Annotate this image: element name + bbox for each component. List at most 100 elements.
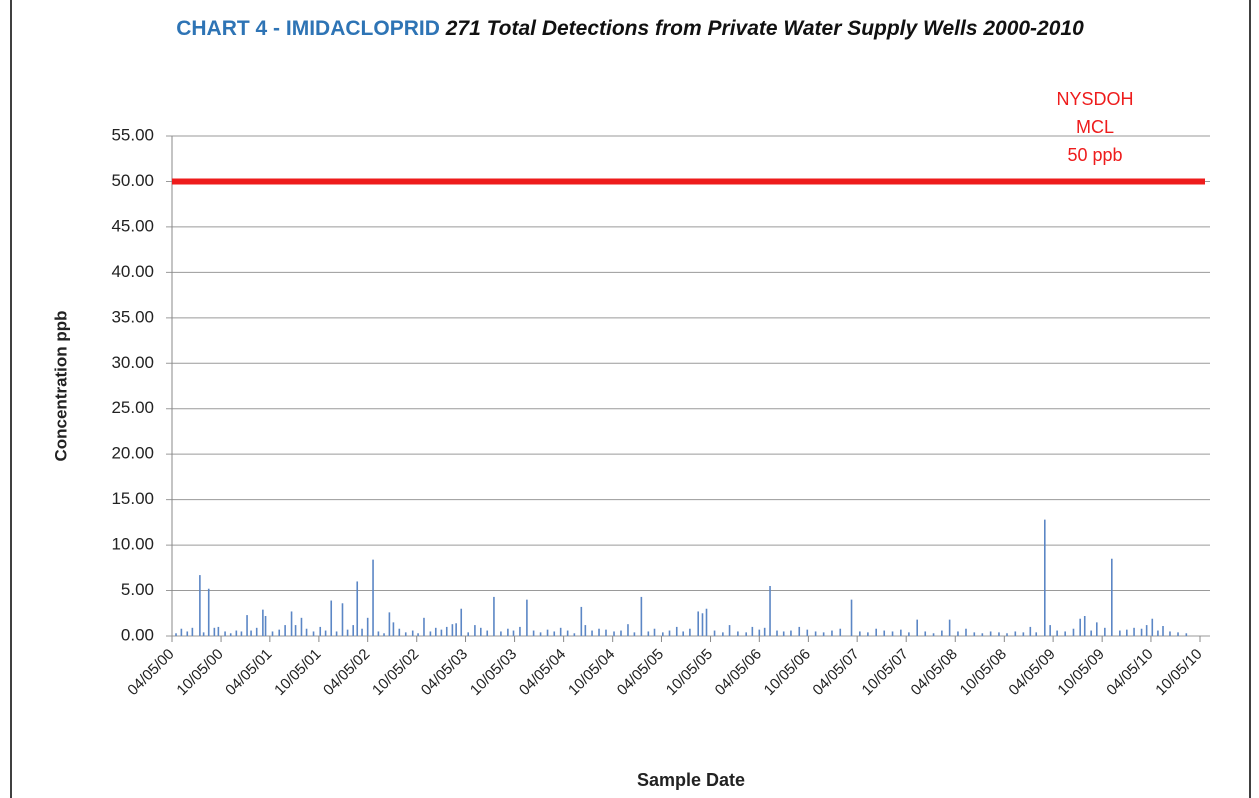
bar bbox=[763, 627, 766, 636]
bar bbox=[352, 625, 355, 636]
bar bbox=[653, 628, 656, 636]
bar bbox=[417, 633, 419, 636]
bar bbox=[262, 609, 264, 636]
bar bbox=[440, 629, 443, 636]
bar bbox=[728, 625, 731, 636]
x-tick-label: 04/05/04 bbox=[516, 646, 569, 699]
bar bbox=[965, 628, 967, 636]
bar bbox=[330, 600, 333, 636]
bar bbox=[806, 629, 809, 636]
bar bbox=[633, 632, 636, 636]
bar bbox=[1056, 630, 1058, 636]
x-tick-label: 04/05/09 bbox=[1005, 646, 1058, 699]
bar bbox=[175, 633, 177, 636]
bar bbox=[284, 625, 286, 636]
bar bbox=[1126, 629, 1128, 636]
bar bbox=[1095, 622, 1098, 636]
bar bbox=[1029, 626, 1032, 636]
bar bbox=[224, 631, 226, 636]
bar bbox=[341, 603, 344, 636]
bar bbox=[460, 608, 463, 636]
bar bbox=[875, 628, 877, 636]
bar bbox=[1022, 632, 1025, 636]
bar bbox=[553, 631, 556, 636]
bar bbox=[217, 626, 220, 636]
bar bbox=[429, 631, 432, 636]
y-tick-label: 25.00 bbox=[111, 398, 154, 417]
reference-label: NYSDOH bbox=[1056, 89, 1133, 109]
bar bbox=[213, 627, 216, 636]
bar bbox=[1043, 519, 1046, 636]
bar bbox=[850, 599, 853, 636]
bar bbox=[480, 627, 482, 636]
bar bbox=[640, 596, 643, 636]
bar bbox=[229, 633, 232, 636]
x-tick-label: 10/05/07 bbox=[859, 646, 912, 699]
bar bbox=[383, 633, 385, 636]
x-tick-label: 10/05/01 bbox=[271, 646, 324, 699]
bar bbox=[662, 632, 664, 636]
bar bbox=[445, 626, 448, 636]
bar bbox=[900, 629, 902, 636]
bar bbox=[573, 633, 576, 636]
y-tick-label: 30.00 bbox=[111, 353, 154, 372]
bar bbox=[705, 608, 708, 636]
bar bbox=[486, 630, 489, 636]
bar bbox=[434, 627, 437, 636]
bar bbox=[591, 630, 593, 636]
bar bbox=[981, 633, 984, 636]
title-block: CHART 4 - IMIDACLOPRID 271 Total Detecti… bbox=[105, 8, 1155, 50]
bar bbox=[584, 625, 587, 636]
bar bbox=[751, 626, 754, 636]
bar bbox=[566, 630, 569, 636]
bar bbox=[598, 628, 600, 636]
bar bbox=[559, 627, 562, 636]
bar bbox=[467, 632, 470, 636]
bar bbox=[1083, 616, 1086, 636]
x-tick-label: 10/05/10 bbox=[1152, 646, 1205, 699]
x-tick-label: 04/05/06 bbox=[712, 646, 765, 699]
bar bbox=[507, 628, 509, 636]
bar bbox=[1177, 632, 1179, 636]
bar bbox=[1090, 630, 1092, 636]
bar bbox=[908, 632, 910, 636]
bar bbox=[998, 632, 1000, 636]
y-axis-label: Concentration ppb bbox=[51, 310, 70, 461]
bar bbox=[1049, 625, 1051, 636]
bar bbox=[697, 611, 699, 636]
x-tick-label: 04/05/10 bbox=[1103, 646, 1156, 699]
bar bbox=[300, 617, 303, 636]
bar bbox=[948, 619, 951, 636]
bar bbox=[883, 630, 886, 636]
bar bbox=[546, 629, 549, 636]
bar bbox=[620, 630, 622, 636]
bar bbox=[319, 626, 322, 636]
bar bbox=[1079, 618, 1081, 636]
bar bbox=[512, 630, 515, 636]
bar bbox=[1145, 625, 1148, 636]
bar bbox=[372, 559, 374, 636]
bar bbox=[346, 629, 349, 636]
reference-label: MCL bbox=[1076, 117, 1114, 137]
y-tick-label: 5.00 bbox=[121, 580, 154, 599]
x-tick-label: 04/05/01 bbox=[222, 646, 275, 699]
bar bbox=[839, 628, 842, 636]
bar bbox=[519, 626, 521, 636]
bar bbox=[539, 632, 542, 636]
y-tick-label: 40.00 bbox=[111, 262, 154, 281]
bar bbox=[605, 629, 607, 636]
bar bbox=[271, 631, 274, 636]
bar bbox=[941, 630, 943, 636]
bar bbox=[932, 633, 935, 636]
bar bbox=[1169, 631, 1171, 636]
bar bbox=[1162, 626, 1164, 636]
bar bbox=[1185, 633, 1188, 636]
bar bbox=[264, 616, 267, 636]
bar bbox=[737, 631, 739, 636]
bar bbox=[790, 630, 792, 636]
bar bbox=[278, 629, 281, 636]
bar bbox=[199, 575, 201, 636]
bar bbox=[246, 615, 248, 636]
bar bbox=[235, 630, 238, 636]
